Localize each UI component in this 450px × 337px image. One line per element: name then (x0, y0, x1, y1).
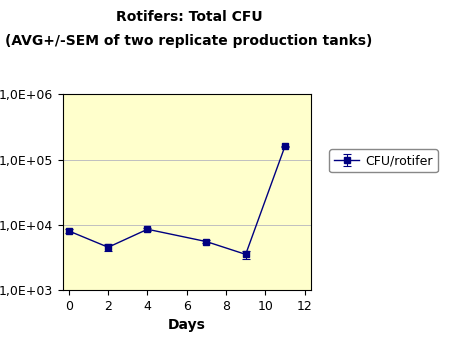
Text: Rotifers: Total CFU: Rotifers: Total CFU (116, 10, 262, 24)
X-axis label: Days: Days (168, 318, 206, 332)
Text: (AVG+/-SEM of two replicate production tanks): (AVG+/-SEM of two replicate production t… (5, 34, 373, 48)
Legend: CFU/rotifer: CFU/rotifer (329, 150, 438, 173)
